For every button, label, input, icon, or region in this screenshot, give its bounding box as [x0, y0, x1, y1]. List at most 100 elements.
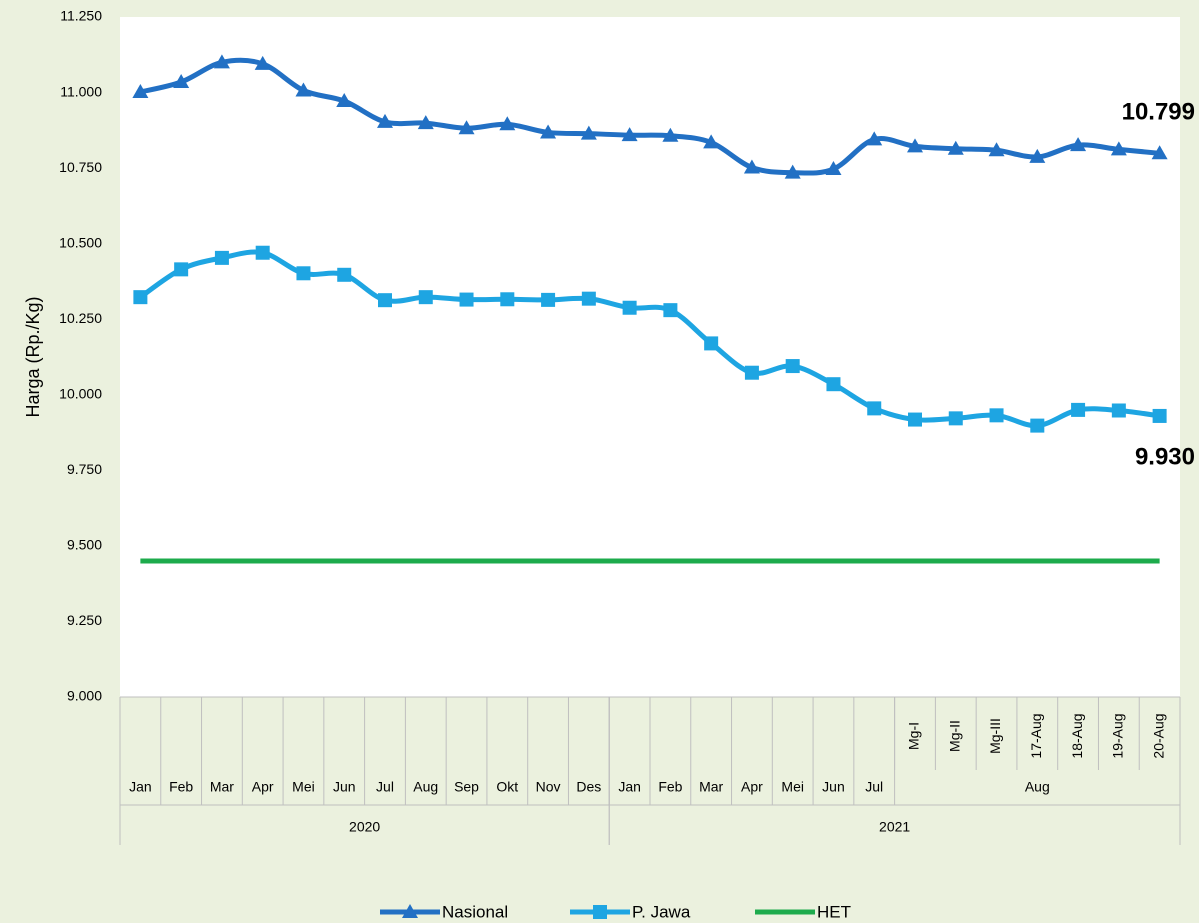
- marker: [744, 365, 759, 380]
- legend-label: HET: [817, 902, 851, 921]
- x-tick-label: Mg-II: [946, 720, 962, 752]
- marker: [703, 134, 720, 149]
- marker: [908, 412, 922, 427]
- marker: [948, 411, 963, 426]
- y-tick-label: 9.500: [67, 537, 102, 553]
- marker: [296, 266, 311, 281]
- legend-marker: [593, 905, 607, 919]
- x-tick-label: Jul: [376, 779, 394, 795]
- marker: [295, 82, 312, 97]
- y-tick-label: 9.000: [67, 688, 102, 704]
- x-tick-label: 17-Aug: [1028, 713, 1044, 758]
- marker: [417, 115, 434, 130]
- x-group-label: Aug: [1025, 779, 1050, 795]
- y-tick-label: 9.250: [67, 612, 102, 628]
- marker: [988, 142, 1005, 157]
- y-tick-label: 10.250: [59, 310, 102, 326]
- marker: [826, 377, 841, 392]
- marker: [1110, 141, 1127, 156]
- y-tick-label: 10.000: [59, 385, 102, 401]
- legend-marker: [402, 904, 418, 918]
- marker: [214, 250, 229, 265]
- marker: [133, 290, 148, 305]
- marker: [743, 159, 760, 174]
- legend-label: P. Jawa: [632, 902, 691, 921]
- y-tick-label: 11.000: [60, 83, 102, 99]
- y-tick-label: 11.250: [60, 8, 102, 24]
- marker: [213, 54, 230, 69]
- marker: [907, 138, 923, 153]
- x-tick-label: Mar: [699, 779, 723, 795]
- x-tick-label: Sep: [454, 779, 479, 795]
- value-label: 9.930: [1135, 443, 1195, 470]
- marker: [337, 267, 352, 282]
- marker: [254, 55, 271, 70]
- marker: [1151, 145, 1168, 160]
- marker: [540, 124, 557, 139]
- marker: [418, 290, 433, 305]
- marker: [662, 127, 679, 142]
- marker: [704, 336, 719, 351]
- y-axis-title: Harga (Rp./Kg): [23, 296, 43, 417]
- marker: [1071, 402, 1086, 417]
- x-tick-label: 18-Aug: [1069, 713, 1085, 758]
- marker: [1029, 148, 1046, 163]
- marker: [1152, 408, 1167, 423]
- marker: [867, 401, 882, 416]
- marker: [621, 127, 638, 142]
- marker: [499, 116, 516, 131]
- x-tick-label: Mei: [292, 779, 315, 795]
- marker: [580, 125, 597, 140]
- marker: [784, 164, 801, 179]
- x-group-label: 2021: [879, 819, 910, 835]
- x-tick-label: Jan: [129, 779, 152, 795]
- x-tick-label: Feb: [658, 779, 682, 795]
- marker: [622, 300, 637, 315]
- legend-label: Nasional: [442, 902, 508, 921]
- marker: [378, 293, 392, 308]
- marker: [825, 161, 842, 176]
- x-tick-label: Jan: [618, 779, 641, 795]
- x-tick-label: Feb: [169, 779, 193, 795]
- x-tick-label: Apr: [741, 779, 763, 795]
- y-tick-label: 10.500: [59, 234, 102, 250]
- marker: [173, 73, 190, 88]
- marker: [500, 292, 515, 307]
- x-tick-label: 20-Aug: [1150, 713, 1166, 758]
- x-tick-label: Mar: [210, 779, 234, 795]
- y-tick-label: 9.750: [67, 461, 102, 477]
- value-label: 10.799: [1122, 99, 1195, 126]
- marker: [1111, 403, 1126, 418]
- x-tick-label: Apr: [252, 779, 274, 795]
- x-group-label: 2020: [349, 819, 380, 835]
- marker: [785, 359, 800, 374]
- marker: [377, 113, 393, 128]
- marker: [459, 292, 474, 307]
- marker: [663, 303, 678, 318]
- x-tick-label: Aug: [413, 779, 438, 795]
- x-tick-label: Jun: [822, 779, 845, 795]
- x-tick-label: Mg-I: [906, 722, 922, 750]
- marker: [132, 83, 149, 98]
- marker: [866, 131, 883, 146]
- marker: [458, 120, 475, 135]
- x-tick-label: Jul: [865, 779, 883, 795]
- plot-area: [120, 17, 1180, 697]
- marker: [581, 291, 596, 306]
- x-tick-label: Mg-III: [987, 718, 1003, 754]
- marker: [947, 140, 964, 155]
- marker: [1030, 418, 1045, 433]
- y-tick-label: 10.750: [59, 159, 102, 175]
- x-tick-label: Nov: [536, 779, 561, 795]
- marker: [541, 292, 556, 307]
- x-tick-label: Des: [576, 779, 601, 795]
- marker: [1070, 137, 1087, 152]
- marker: [255, 245, 270, 260]
- x-tick-label: Jun: [333, 779, 356, 795]
- marker: [174, 262, 189, 277]
- x-tick-label: Okt: [496, 779, 518, 795]
- x-tick-label: Mei: [781, 779, 804, 795]
- marker: [336, 93, 353, 108]
